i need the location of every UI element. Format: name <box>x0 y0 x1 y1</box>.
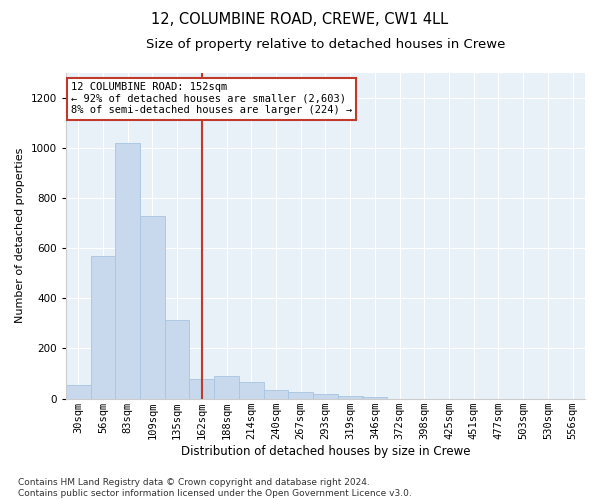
Bar <box>214 376 239 398</box>
Bar <box>338 396 362 398</box>
Bar <box>165 320 190 398</box>
Bar <box>289 392 313 398</box>
Bar <box>66 385 91 398</box>
Text: 12, COLUMBINE ROAD, CREWE, CW1 4LL: 12, COLUMBINE ROAD, CREWE, CW1 4LL <box>151 12 449 28</box>
Text: Contains HM Land Registry data © Crown copyright and database right 2024.
Contai: Contains HM Land Registry data © Crown c… <box>18 478 412 498</box>
Bar <box>190 378 214 398</box>
Bar <box>362 396 387 398</box>
Title: Size of property relative to detached houses in Crewe: Size of property relative to detached ho… <box>146 38 505 51</box>
Bar <box>140 216 165 398</box>
Bar <box>115 143 140 399</box>
Bar <box>91 256 115 398</box>
Bar <box>313 394 338 398</box>
X-axis label: Distribution of detached houses by size in Crewe: Distribution of detached houses by size … <box>181 444 470 458</box>
Text: 12 COLUMBINE ROAD: 152sqm
← 92% of detached houses are smaller (2,603)
8% of sem: 12 COLUMBINE ROAD: 152sqm ← 92% of detac… <box>71 82 352 116</box>
Bar <box>239 382 263 398</box>
Bar <box>263 390 289 398</box>
Y-axis label: Number of detached properties: Number of detached properties <box>15 148 25 324</box>
